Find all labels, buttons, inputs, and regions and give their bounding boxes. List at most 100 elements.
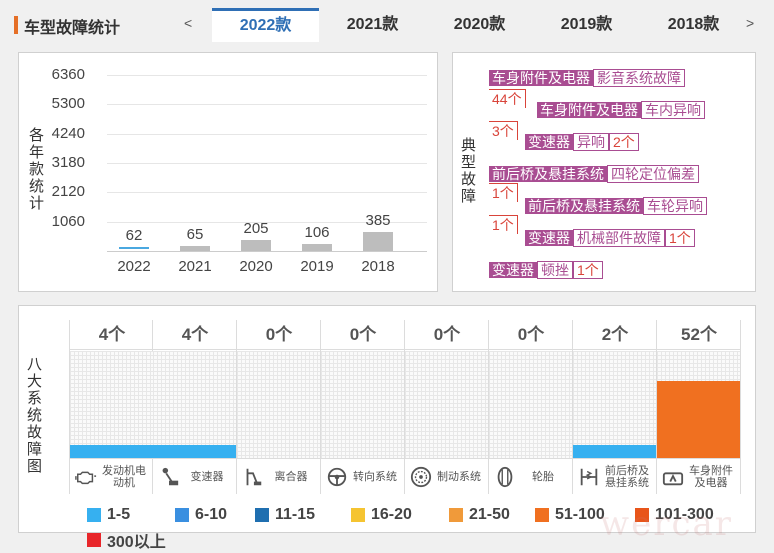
system-column: 0个制动系统 xyxy=(405,320,489,494)
fault-category-tag[interactable]: 变速器 xyxy=(489,262,537,278)
legend-swatch xyxy=(87,508,101,522)
fault-name-tag[interactable]: 影音系统故障 xyxy=(593,69,685,87)
fault-name-tag[interactable]: 四轮定位偏差 xyxy=(607,165,699,183)
system-column: 0个转向系统 xyxy=(321,320,405,494)
grid-line xyxy=(107,104,427,106)
tab-2020[interactable]: 2020款 xyxy=(453,16,506,33)
eight-systems-panel: 八大系统故障图 4个 发动机电动机 4个 变速器 0个 离合器 0个 转向系统 0个 制动系统 0个… xyxy=(18,305,756,533)
system-7-button[interactable]: 车身附件及电器 xyxy=(657,458,741,494)
system-4-button[interactable]: 制动系统 xyxy=(405,458,489,494)
bar-value-label: 62 xyxy=(125,227,143,244)
fault-name-tag[interactable]: 异响 xyxy=(573,133,609,151)
typical-faults-panel: 典型故障 车身附件及电器 影音系统故障 44个 车身附件及电器 车内异响 3个 变速器 异响 2… xyxy=(452,52,756,292)
typical-fault-item[interactable]: 变速器 机械部件故障 1个 xyxy=(525,229,695,247)
x-tick-label: 2022 xyxy=(117,258,151,275)
prev-arrow-icon[interactable]: < xyxy=(184,15,193,31)
system-5-button[interactable]: 轮胎 xyxy=(489,458,573,494)
bar-2020[interactable] xyxy=(241,239,271,251)
fault-name-tag[interactable]: 机械部件故障 xyxy=(573,229,665,247)
legend-item: 51-100 xyxy=(535,506,605,524)
system-6-button[interactable]: 前后桥及悬挂系统 xyxy=(573,458,657,494)
fault-count: 1个 xyxy=(489,215,518,234)
year-tabs: 2022款 2021款 2020款 2019款 2018款 xyxy=(212,8,747,42)
legend-item: 21-50 xyxy=(449,506,510,524)
tire-icon xyxy=(494,466,516,488)
system-name: 离合器 xyxy=(274,470,308,483)
grid-line xyxy=(107,221,427,223)
system-level-fill xyxy=(70,445,153,458)
legend-item: 300以上 xyxy=(87,528,166,552)
legend-label: 21-50 xyxy=(469,506,510,523)
fault-name-tag[interactable]: 车内异响 xyxy=(641,101,705,119)
chart-y-label: 各年款统计 xyxy=(29,127,45,212)
legend-label: 300以上 xyxy=(107,534,166,551)
bar-value-label: 205 xyxy=(243,219,269,237)
steering-wheel-icon xyxy=(326,466,348,488)
fault-category-tag[interactable]: 车身附件及电器 xyxy=(489,70,593,86)
fault-category-tag[interactable]: 前后桥及悬挂系统 xyxy=(525,198,643,214)
typical-fault-item[interactable]: 车身附件及电器 车内异响 xyxy=(537,101,705,119)
system-level-fill xyxy=(153,445,236,458)
x-axis-line xyxy=(107,251,427,252)
system-fault-count: 4个 xyxy=(70,320,154,350)
fault-name-tag[interactable]: 顿挫 xyxy=(537,261,573,279)
y-tick-label: 6360 xyxy=(51,66,85,83)
fault-count: 2个 xyxy=(609,133,639,151)
system-fault-count: 0个 xyxy=(405,320,489,350)
header-bar: 车型故障统计 < 2022款 2021款 2020款 2019款 2018款 > xyxy=(0,0,774,42)
system-column: 52个 车身附件及电器 xyxy=(657,320,741,494)
legend-swatch xyxy=(87,533,101,547)
bar-value-label: 65 xyxy=(186,226,204,244)
bar-2022[interactable] xyxy=(119,247,149,249)
system-level-plot xyxy=(153,351,236,458)
typical-fault-item[interactable]: 变速器 顿挫 1个 xyxy=(489,261,603,279)
system-level-plot xyxy=(237,351,320,458)
fault-name-tag[interactable]: 车轮异响 xyxy=(643,197,707,215)
clutch-pedal-icon xyxy=(242,466,264,488)
legend-swatch xyxy=(175,508,189,522)
title-accent xyxy=(14,16,18,34)
tab-2022[interactable]: 2022款 xyxy=(212,8,319,42)
bar-value-label: 385 xyxy=(365,211,391,229)
typical-fault-item[interactable]: 变速器 异响 2个 xyxy=(525,133,639,151)
fault-category-tag[interactable]: 变速器 xyxy=(525,134,573,150)
bar-2021[interactable] xyxy=(180,246,210,251)
system-column: 4个发动机电动机 xyxy=(69,320,154,494)
typical-faults-label: 典型故障 xyxy=(461,137,477,205)
system-2-button[interactable]: 离合器 xyxy=(237,458,321,494)
legend-label: 6-10 xyxy=(195,506,228,523)
typical-fault-item[interactable]: 前后桥及悬挂系统 车轮异响 xyxy=(525,197,707,215)
x-tick-label: 2021 xyxy=(178,258,212,275)
system-3-button[interactable]: 转向系统 xyxy=(321,458,405,494)
tab-2018[interactable]: 2018款 xyxy=(667,16,720,33)
legend-swatch xyxy=(535,508,549,522)
next-arrow-icon[interactable]: > xyxy=(746,15,755,31)
legend-label: 11-15 xyxy=(275,506,316,523)
bar-2019[interactable] xyxy=(302,244,332,251)
system-fault-count: 0个 xyxy=(489,320,573,350)
page-title: 车型故障统计 xyxy=(24,20,121,37)
fault-count: 1个 xyxy=(573,261,603,279)
legend-swatch xyxy=(635,508,649,522)
system-column: 0个轮胎 xyxy=(489,320,573,494)
system-1-button[interactable]: 变速器 xyxy=(153,458,237,494)
system-0-button[interactable]: 发动机电动机 xyxy=(70,458,154,494)
fault-category-tag[interactable]: 变速器 xyxy=(525,230,573,246)
system-fault-count: 0个 xyxy=(321,320,405,350)
x-tick-label: 2018 xyxy=(361,258,395,275)
fault-category-tag[interactable]: 车身附件及电器 xyxy=(537,102,641,118)
grid-line xyxy=(107,75,427,76)
x-tick-label: 2019 xyxy=(300,258,334,275)
system-fault-count: 0个 xyxy=(237,320,321,350)
bar-2018[interactable] xyxy=(363,231,393,251)
tab-2021[interactable]: 2021款 xyxy=(346,16,399,33)
system-level-fill xyxy=(573,445,656,458)
brake-disc-icon xyxy=(410,466,432,488)
tab-2019[interactable]: 2019款 xyxy=(560,16,613,33)
y-tick-label: 5300 xyxy=(51,95,85,113)
typical-fault-item[interactable]: 车身附件及电器 影音系统故障 xyxy=(489,69,685,87)
fault-category-tag[interactable]: 前后桥及悬挂系统 xyxy=(489,166,607,182)
typical-fault-item[interactable]: 前后桥及悬挂系统 四轮定位偏差 xyxy=(489,165,699,183)
system-name: 制动系统 xyxy=(437,470,481,483)
legend-swatch xyxy=(351,508,365,522)
